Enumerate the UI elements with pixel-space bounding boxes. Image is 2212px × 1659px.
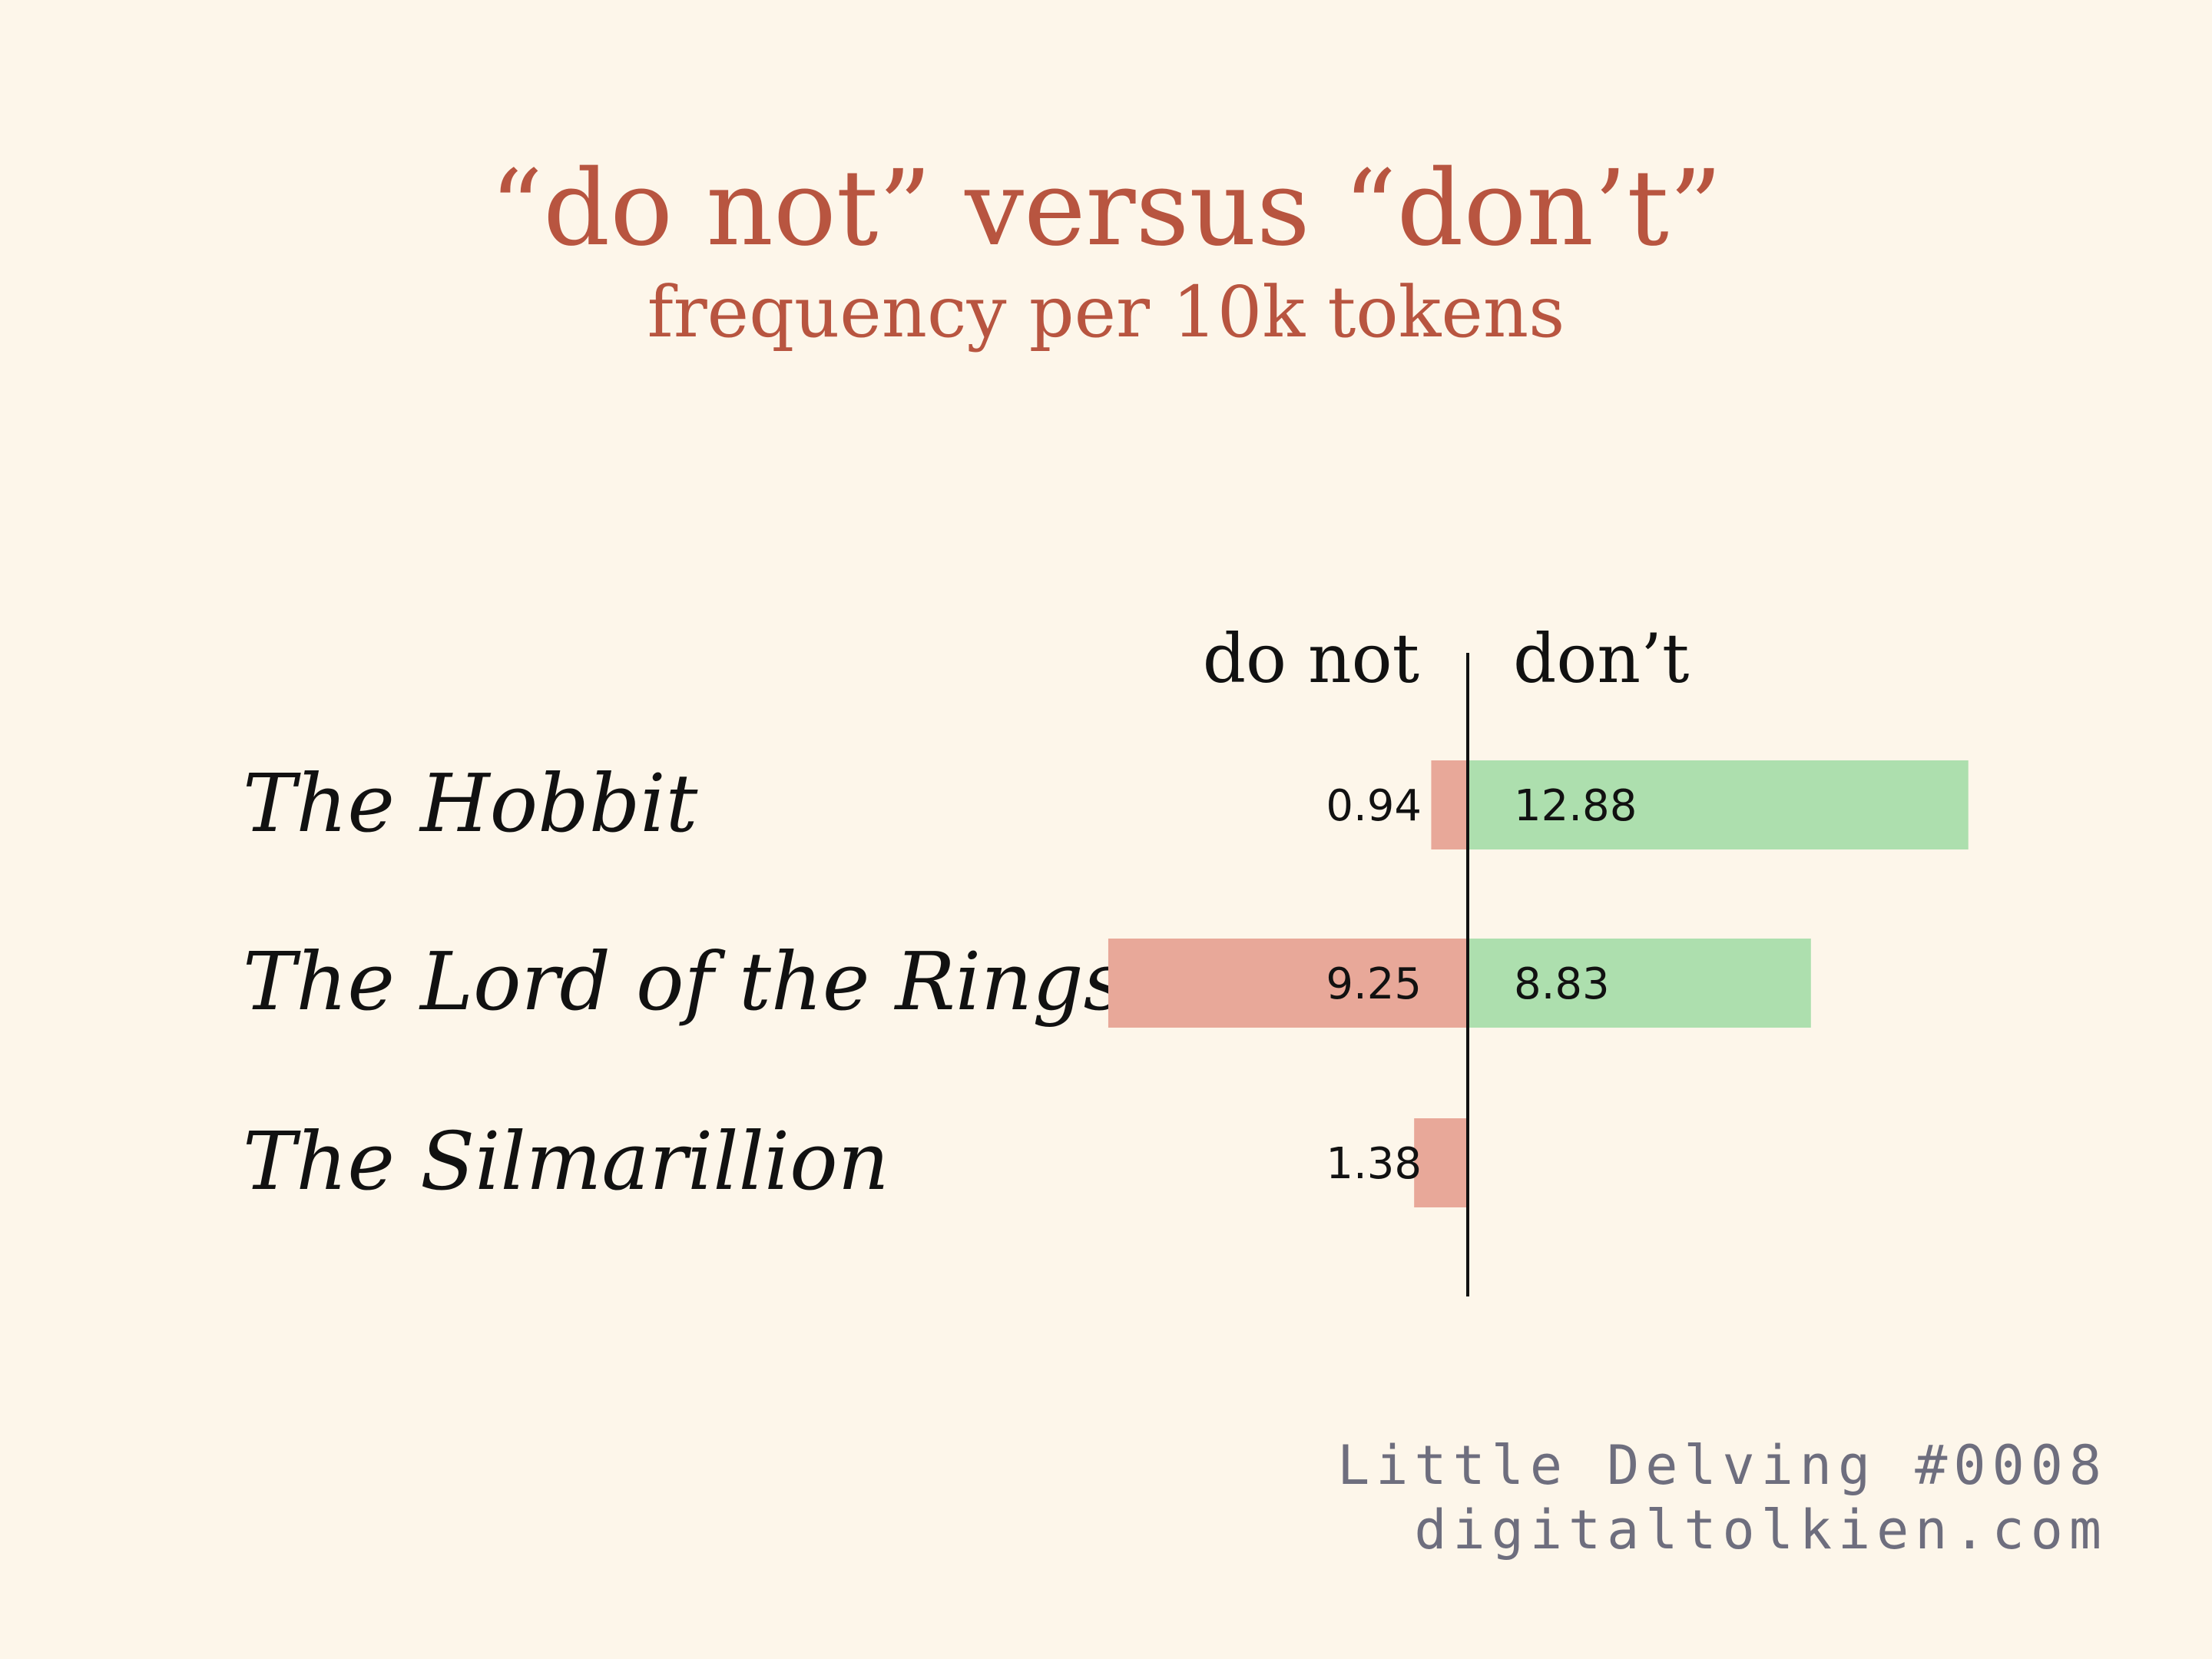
bar-dont: [1468, 760, 1969, 849]
value-label-dont: 12.88: [1514, 781, 1637, 831]
category-label: The Hobbit: [243, 757, 698, 850]
value-label-dont: 8.83: [1514, 959, 1610, 1009]
category-label: The Silmarillion: [243, 1114, 889, 1208]
value-label-do-not: 1.38: [1326, 1139, 1422, 1189]
chart-title: “do not” versus “don’t”: [490, 148, 1723, 270]
chart-subtitle: frequency per 10k tokens: [647, 271, 1565, 353]
bar-do-not: [1108, 939, 1468, 1028]
value-label-do-not: 9.25: [1326, 959, 1422, 1009]
bar-do-not: [1431, 760, 1468, 849]
footer-line-1: Little Delving #0008: [1337, 1434, 2108, 1497]
series-header-do-not: do not: [1203, 619, 1419, 698]
chart-rows: The Hobbit 0.94 12.88 The Lord of the Rings…: [243, 757, 1969, 1208]
value-label-do-not: 0.94: [1326, 781, 1422, 831]
bar-dont: [1468, 939, 1811, 1028]
footer-line-2: digitaltolkien.com: [1414, 1498, 2108, 1561]
series-header-dont: don’t: [1513, 619, 1689, 698]
category-label: The Lord of the Rings: [243, 935, 1124, 1028]
bar-do-not: [1414, 1118, 1468, 1207]
